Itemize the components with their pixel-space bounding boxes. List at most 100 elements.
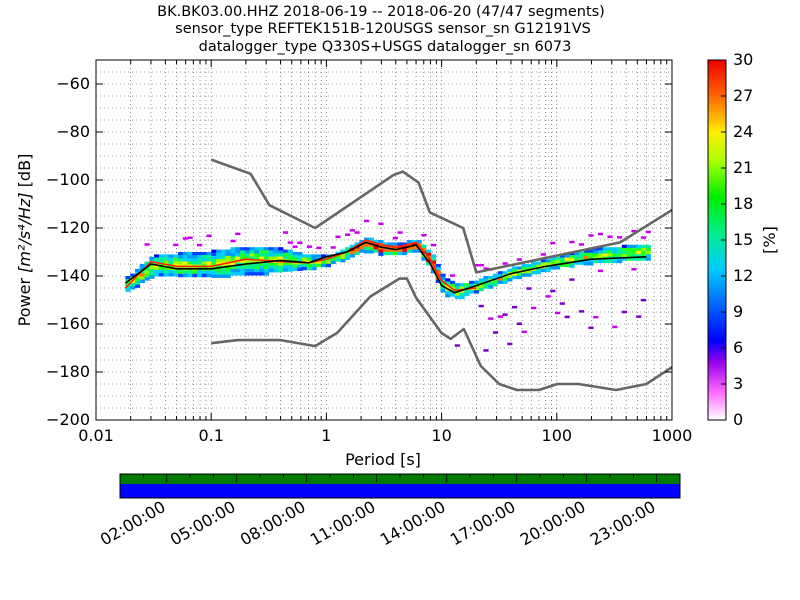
heatmap-cell [488, 276, 494, 280]
heatmap-cell [211, 255, 217, 260]
heatmap-cell-sparse [430, 243, 437, 247]
heatmap-cell [612, 247, 618, 251]
heatmap-cell [359, 249, 365, 253]
heatmap-cell [445, 281, 451, 285]
y-tick-label: −180 [46, 362, 90, 381]
heatmap-cell [297, 258, 303, 262]
colorbar-tick-label: 9 [733, 302, 743, 321]
heatmap-cell [407, 240, 413, 244]
heatmap-cell [612, 250, 618, 254]
heatmap-cell [168, 257, 174, 261]
heatmap-cell [550, 259, 556, 264]
heatmap-cell-sparse [550, 289, 556, 293]
heatmap-cell [430, 270, 437, 274]
heatmap-cell [216, 268, 222, 272]
heatmap-cell [368, 246, 375, 251]
heatmap-cell [216, 265, 222, 269]
heatmap-cell-sparse [235, 232, 241, 236]
heatmap-cell [259, 253, 265, 257]
heatmap-cell [597, 253, 604, 257]
heatmap-cell [373, 240, 379, 244]
heatmap-cell [177, 255, 184, 259]
heatmap-cell [235, 247, 241, 251]
heatmap-cell-sparse [559, 302, 565, 305]
heatmap-cell [631, 244, 637, 249]
heatmap-cell [597, 247, 604, 251]
heatmap-cell [344, 256, 351, 260]
heatmap-cell [278, 250, 284, 254]
heatmap-cell-sparse [483, 267, 489, 270]
heatmap-cell [449, 293, 456, 297]
heatmap-cell [201, 261, 207, 265]
heatmap-cell [244, 272, 250, 276]
heatmap-cell [569, 255, 575, 259]
heatmap-cell [507, 278, 513, 282]
heatmap-cell [220, 258, 227, 263]
heatmap-cell [239, 256, 246, 260]
heatmap-cell [206, 273, 212, 278]
heatmap-cell [192, 261, 198, 265]
heatmap-cell [631, 251, 637, 255]
heatmap-cell [177, 252, 184, 256]
heatmap-cell [564, 263, 570, 268]
heatmap-cell [235, 265, 241, 270]
heatmap-cell [125, 276, 131, 280]
heatmap-cell [211, 265, 217, 269]
heatmap-cell [469, 290, 475, 294]
heatmap-cell [421, 247, 427, 252]
heatmap-cell [383, 242, 389, 246]
colorbar-tick-label: 27 [733, 86, 753, 105]
heatmap-cell-sparse [449, 274, 456, 277]
time-tick-label: 23:00:00 [587, 497, 659, 549]
heatmap-cell [640, 247, 647, 252]
heatmap-cell-sparse [569, 278, 575, 281]
y-tick-label: −80 [56, 122, 90, 141]
heatmap-cell [540, 268, 546, 272]
heatmap-cell [225, 255, 231, 260]
heatmap-cell [216, 262, 222, 266]
heatmap-cell [292, 252, 298, 256]
heatmap-cell [201, 255, 207, 259]
heatmap-cell [158, 270, 164, 274]
heatmap-cell [617, 247, 623, 251]
heatmap-cell [139, 273, 145, 277]
heatmap-cell [244, 265, 250, 270]
heatmap-cell [631, 257, 637, 261]
heatmap-cell [407, 246, 413, 250]
heatmap-cell [621, 251, 627, 255]
heatmap-cell [139, 279, 145, 283]
heatmap-cell [492, 279, 499, 284]
heatmap-cell-sparse [531, 306, 537, 310]
heatmap-cell [492, 282, 499, 287]
heatmap-cell-sparse [516, 258, 522, 261]
heatmap-cell [297, 252, 303, 256]
x-tick-label: 0.1 [198, 426, 223, 445]
heatmap-cell-sparse [550, 241, 556, 245]
heatmap-cell [273, 247, 279, 251]
heatmap-cell [254, 253, 260, 257]
heatmap-cell [397, 245, 403, 249]
heatmap-cell-sparse [282, 231, 289, 234]
heatmap-cell [588, 252, 594, 257]
heatmap-cell [340, 255, 346, 260]
heatmap-cell [244, 253, 250, 257]
heatmap-cell-sparse [640, 236, 647, 239]
heatmap-cell [259, 265, 265, 270]
heatmap-cell [311, 266, 317, 271]
heatmap-cell [263, 265, 270, 270]
psd-curves [124, 158, 672, 392]
heatmap-cell [531, 264, 537, 269]
heatmap-cell [163, 257, 169, 261]
heatmap-cell [297, 267, 303, 271]
heatmap-cell-sparse [316, 246, 322, 250]
heatmap-cell [216, 255, 222, 260]
heatmap-cell [407, 249, 413, 253]
heatmap-cell [216, 271, 222, 275]
heatmap-cell [535, 267, 542, 272]
heatmap-cell [297, 255, 303, 259]
heatmap-cell [578, 252, 585, 256]
x-tick-label: 100 [542, 426, 573, 445]
heatmap-cell [626, 244, 632, 249]
heatmap-cell [626, 251, 632, 255]
heatmap-cell [239, 259, 246, 264]
